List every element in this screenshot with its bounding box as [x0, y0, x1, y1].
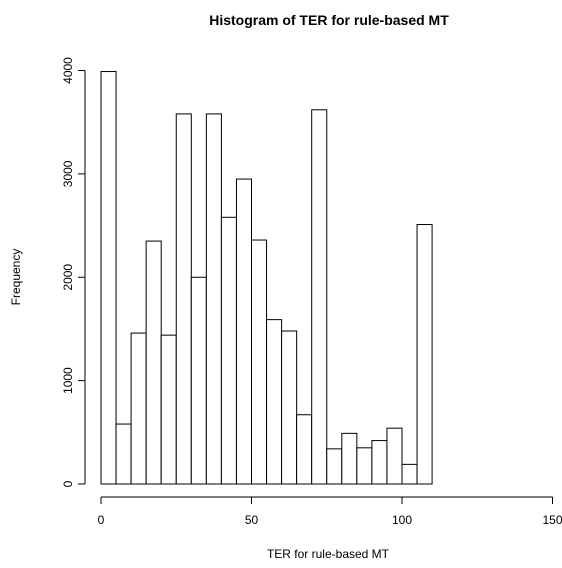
histogram-bar [251, 239, 268, 485]
y-tick-label: 4000 [61, 57, 75, 84]
histogram-bar [220, 216, 237, 485]
histogram-bar [100, 71, 117, 485]
histogram-bar [175, 113, 192, 485]
histogram-bar [266, 319, 283, 485]
histogram-bar [235, 178, 252, 485]
histogram-bar [341, 432, 358, 485]
y-tick-label: 3000 [61, 160, 75, 187]
x-tick-label: 150 [542, 513, 562, 527]
histogram-bar [416, 224, 433, 485]
histogram-bar [401, 463, 418, 485]
histogram-bar [386, 427, 403, 485]
histogram-bar [130, 332, 147, 485]
x-tick-label: 50 [245, 513, 259, 527]
y-axis-label: Frequency [9, 249, 23, 306]
x-tick-label: 100 [392, 513, 412, 527]
bars-group [100, 71, 433, 485]
y-tick-label: 0 [61, 480, 75, 487]
histogram-bar [205, 113, 222, 485]
histogram-bar [326, 448, 343, 485]
x-tick-label: 0 [98, 513, 105, 527]
histogram-bar [356, 447, 373, 485]
chart-title: Histogram of TER for rule-based MT [209, 12, 449, 28]
y-tick-label: 1000 [61, 367, 75, 394]
histogram-bar [311, 109, 328, 485]
x-axis: 0 50 100 150 [98, 496, 562, 527]
histogram-bar [281, 330, 298, 485]
histogram-bar [371, 440, 388, 485]
x-axis-label: TER for rule-based MT [267, 547, 390, 561]
histogram-bar [145, 240, 162, 485]
y-tick-label: 2000 [61, 264, 75, 291]
histogram-bar [190, 276, 207, 485]
histogram-bar [160, 334, 177, 485]
histogram-bar [296, 414, 313, 485]
histogram-bar [115, 423, 132, 485]
y-axis: 0 1000 2000 3000 4000 [61, 57, 86, 487]
